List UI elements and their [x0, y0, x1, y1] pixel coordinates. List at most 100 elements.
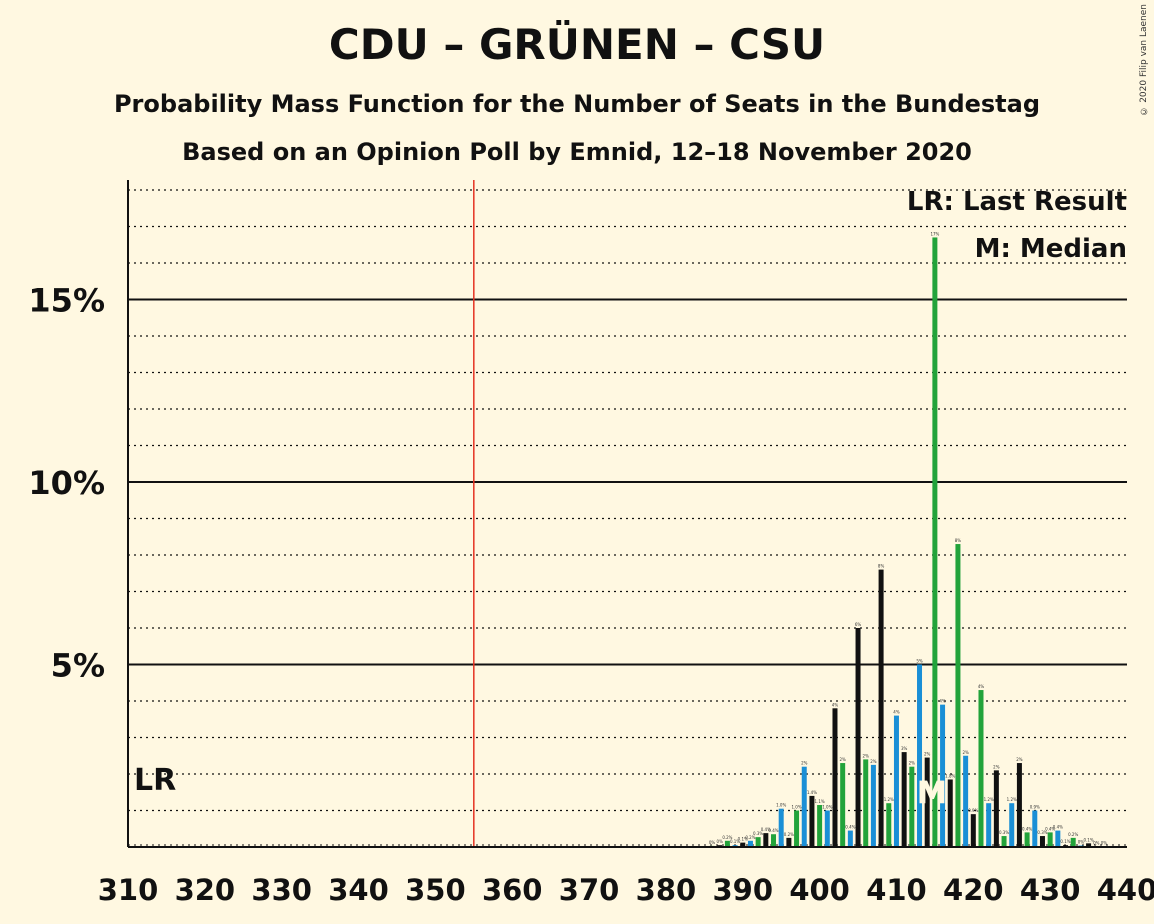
bar-seats-423 — [993, 770, 999, 847]
bar-seats-404 — [847, 830, 853, 847]
bar-label-437: 0% — [1101, 840, 1108, 845]
bar-label-422: 1.2% — [984, 797, 994, 802]
bar-label-391: 0.2% — [745, 835, 755, 840]
bar-label-413: 5% — [916, 659, 923, 664]
bar-label-406: 2% — [863, 753, 870, 758]
bar-label-418: 8% — [955, 538, 962, 543]
x-tick-430: 430 — [1020, 873, 1081, 907]
bar-seats-427 — [1024, 832, 1030, 847]
bar-seats-431 — [1055, 830, 1061, 847]
bar-label-428: 0.9% — [1030, 805, 1040, 810]
axes — [127, 180, 1127, 848]
median-marker: M — [917, 776, 947, 811]
bar-label-431: 0.4% — [1053, 825, 1063, 830]
bar-label-388: 0.2% — [722, 835, 732, 840]
bar-seats-416 — [940, 704, 946, 847]
bar-label-410: 4% — [893, 710, 900, 715]
x-tick-400: 400 — [789, 873, 850, 907]
bar-label-436: 0% — [1093, 840, 1100, 845]
bar-label-420: 0.9% — [968, 808, 978, 813]
bar-label-405: 6% — [855, 622, 862, 627]
bar-seats-426 — [1016, 763, 1022, 847]
bar-seats-430 — [1047, 832, 1053, 847]
bar-label-425: 1.2% — [1007, 797, 1017, 802]
bar-seats-396 — [786, 837, 792, 847]
chart-source-line: Based on an Opinion Poll by Emnid, 12–18… — [182, 138, 972, 166]
x-tick-labels: 310 320 330 340 350 360 370 380 390 400 410 420 430 4… — [98, 873, 1154, 907]
x-tick-330: 330 — [251, 873, 312, 907]
bar-label-409: 1.2% — [884, 797, 894, 802]
bar-seats-405 — [855, 628, 861, 847]
bar-label-435: 0.1% — [1083, 837, 1093, 842]
bar-seats-402 — [832, 708, 838, 847]
bar-seats-429 — [1039, 836, 1045, 847]
bar-label-417: 1.8% — [945, 773, 955, 778]
y-tick-15: 15% — [28, 282, 105, 320]
bar-seats-400 — [817, 805, 823, 847]
bar-label-397: 1.0% — [791, 805, 801, 810]
annotations: LR LR: Last Result M: Median M — [134, 187, 1127, 811]
bar-label-399: 1.4% — [807, 790, 817, 795]
bar-seats-418 — [955, 544, 961, 847]
bar-seats-414 — [924, 757, 930, 847]
bar-label-407: 2% — [870, 759, 877, 764]
last-result-marker: LR — [134, 763, 176, 798]
x-tick-410: 410 — [866, 873, 927, 907]
bar-seats-422 — [986, 803, 992, 847]
bar-seats-393 — [763, 833, 769, 847]
x-tick-380: 380 — [636, 873, 697, 907]
bar-label-389: 0.1% — [730, 839, 740, 844]
bar-seats-399 — [809, 795, 815, 847]
bar-seats-417 — [947, 779, 953, 847]
x-tick-310: 310 — [98, 873, 159, 907]
bar-label-416: 4% — [939, 699, 946, 704]
bar-seats-395 — [778, 808, 784, 847]
bar-seats-415 — [932, 237, 938, 847]
bar-label-423: 2% — [993, 764, 1000, 769]
bar-label-429: 0.3% — [1037, 830, 1047, 835]
bar-seats-419 — [963, 755, 969, 847]
x-tick-390: 390 — [712, 873, 773, 907]
bar-label-408: 8% — [878, 564, 885, 569]
bar-label-415: 17% — [930, 231, 939, 236]
bar-seats-425 — [1009, 803, 1015, 847]
bar-label-434: 0% — [1078, 840, 1085, 845]
bar-label-390: 0.1% — [738, 837, 748, 842]
bar-label-430: 0.4% — [1045, 826, 1055, 831]
bar-label-421: 4% — [978, 684, 985, 689]
x-tick-360: 360 — [482, 873, 543, 907]
legend-last-result: LR: Last Result — [907, 187, 1127, 217]
bars — [709, 237, 1107, 847]
bar-label-433: 0.2% — [1068, 832, 1078, 837]
bar-seats-428 — [1032, 810, 1038, 847]
y-tick-5: 5% — [51, 647, 105, 685]
bar-seats-394 — [771, 834, 777, 847]
bar-seats-433 — [1070, 837, 1076, 847]
y-tick-labels: 5% 10% 15% — [28, 282, 105, 685]
bar-seats-413 — [917, 664, 923, 847]
bar-seats-410 — [893, 715, 899, 847]
bar-seats-401 — [824, 810, 830, 847]
bar-label-402: 4% — [832, 702, 839, 707]
bar-label-403: 2% — [839, 757, 846, 762]
bar-label-393: 0.4% — [761, 827, 771, 832]
bar-label-427: 0.4% — [1022, 826, 1032, 831]
bar-seats-424 — [1001, 836, 1007, 847]
legend-median: M: Median — [975, 234, 1127, 264]
bar-seats-412 — [909, 766, 915, 847]
bar-label-400: 1.1% — [815, 799, 825, 804]
bar-label-392: 0.3% — [753, 831, 763, 836]
bar-seats-397 — [794, 810, 800, 847]
bar-label-404: 0.4% — [845, 825, 855, 830]
x-tick-420: 420 — [943, 873, 1004, 907]
bar-seats-392 — [755, 837, 761, 847]
bar-seats-420 — [970, 814, 976, 847]
bar-label-419: 2% — [962, 750, 969, 755]
x-tick-370: 370 — [559, 873, 620, 907]
chart-subtitle: Probability Mass Function for the Number… — [113, 90, 1041, 118]
x-tick-350: 350 — [405, 873, 466, 907]
bar-label-396: 0.2% — [784, 832, 794, 837]
bar-seats-388 — [724, 840, 730, 847]
bar-label-426: 2% — [1016, 757, 1023, 762]
bar-seats-403 — [840, 763, 846, 847]
